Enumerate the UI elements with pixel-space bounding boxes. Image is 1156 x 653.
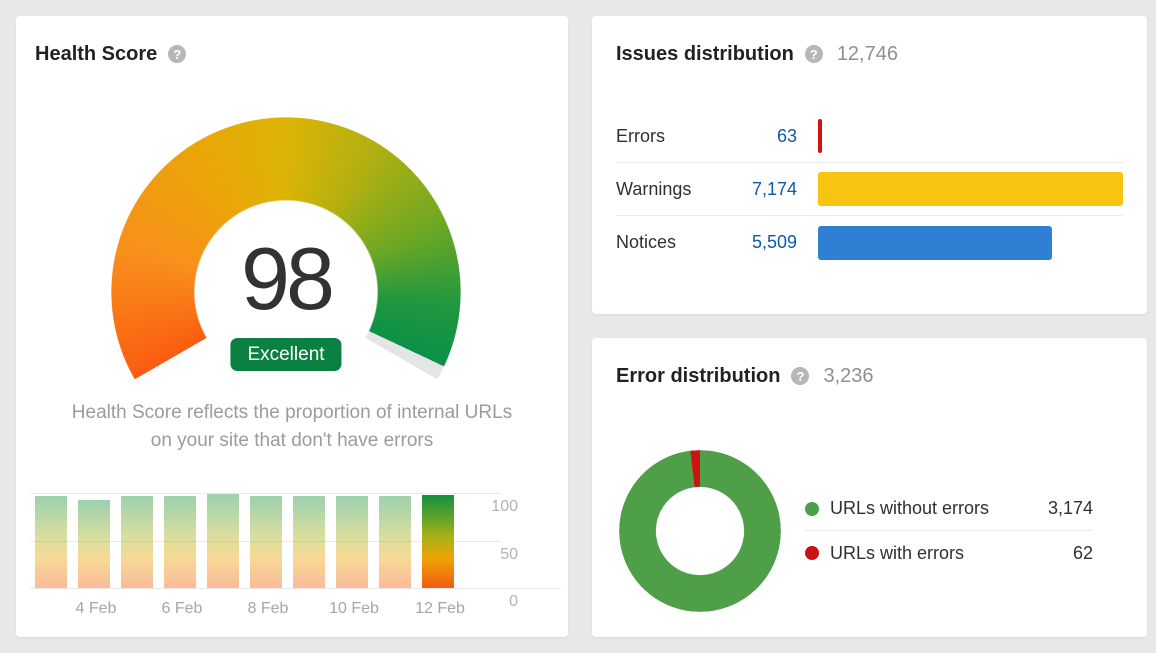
description-line: Health Score reflects the proportion of … (71, 402, 513, 423)
gauge-ring (111, 117, 461, 467)
health-score-card: Health Score ? 98 Excellent Health Score… (16, 16, 568, 637)
history-bar (35, 496, 67, 588)
history-bar-current (422, 495, 454, 588)
issues-distribution-header: Issues distribution ? 12,746 (616, 42, 898, 66)
issue-row-notices: Notices 5,509 (616, 216, 1123, 269)
issue-row-warnings: Warnings 7,174 (616, 163, 1123, 216)
history-bar (164, 496, 196, 588)
x-axis-tick-label: 12 Feb (415, 600, 465, 617)
x-axis-tick-label: 10 Feb (329, 600, 379, 617)
issue-bar-track (818, 119, 1123, 153)
history-bar (379, 496, 411, 588)
y-axis-tick-label: 50 (500, 545, 518, 563)
help-icon[interactable]: ? (791, 367, 810, 385)
warnings-bar (818, 172, 1123, 206)
issue-count-link[interactable]: 63 (776, 125, 797, 146)
issue-count-link[interactable]: 7,174 (751, 178, 797, 199)
history-bar (250, 496, 282, 588)
history-bar (78, 500, 110, 588)
issue-bar-track (818, 225, 1123, 260)
history-bar (121, 496, 153, 588)
errors-total-count: 3,236 (823, 364, 874, 387)
history-bar (293, 496, 325, 588)
error-distribution-card: Error distribution ? 3,236 URLs without … (592, 338, 1147, 637)
notices-bar (818, 225, 1052, 260)
error-legend: URLs without errors 3,174 URLs with erro… (805, 487, 1093, 575)
health-score-description: Health Score reflects the proportion of … (16, 399, 568, 455)
health-score-gauge: 98 Excellent (111, 117, 461, 467)
legend-dot-green (805, 501, 819, 516)
help-icon[interactable]: ? (804, 45, 823, 63)
issue-bar-track (818, 172, 1123, 206)
x-axis-tick-label: 6 Feb (161, 600, 203, 617)
legend-value: 62 (1072, 542, 1093, 563)
issues-table: Errors 63 Warnings 7,174 Notices 5,509 (616, 110, 1123, 269)
health-score-value: 98 (241, 229, 335, 328)
card-title: Health Score (35, 43, 158, 65)
error-distribution-header: Error distribution ? 3,236 (616, 364, 874, 388)
issue-row-errors: Errors 63 (616, 110, 1123, 163)
legend-dot-red (805, 546, 819, 560)
health-score-history-chart: 100 50 0 4 Feb 6 Feb 8 Feb 10 Feb 12 Feb (16, 474, 568, 639)
legend-row-urls-without-errors: URLs without errors 3,174 (805, 487, 1093, 531)
issue-label: Warnings (616, 178, 692, 199)
chart-gridline (30, 588, 561, 589)
card-title: Error distribution (616, 365, 781, 387)
help-icon[interactable]: ? (168, 45, 187, 63)
legend-row-urls-with-errors: URLs with errors 62 (805, 531, 1093, 575)
legend-label: URLs with errors (830, 542, 965, 563)
issues-distribution-card: Issues distribution ? 12,746 Errors 63 W… (592, 16, 1147, 314)
issue-label: Notices (616, 232, 677, 252)
issue-count-link[interactable]: 5,509 (751, 232, 797, 252)
issue-label: Errors (616, 125, 665, 146)
y-axis-tick-label: 100 (491, 498, 518, 515)
legend-value: 3,174 (1047, 498, 1093, 518)
chart-gridline (30, 540, 500, 542)
health-score-header: Health Score ? (35, 42, 187, 66)
description-line: on your site that don't have errors (150, 430, 434, 451)
errors-bar (818, 119, 822, 153)
error-donut-chart (619, 450, 781, 612)
history-bar (207, 494, 239, 588)
history-bar (336, 496, 368, 588)
chart-gridline (30, 493, 500, 494)
legend-label: URLs without errors (830, 498, 990, 518)
issues-total-count: 12,746 (836, 42, 898, 65)
health-score-rating-badge: Excellent (230, 338, 342, 371)
x-axis-tick-label: 8 Feb (247, 600, 289, 617)
card-title: Issues distribution (616, 43, 794, 65)
x-axis-tick-label: 4 Feb (75, 600, 117, 617)
y-axis-tick-label: 0 (509, 593, 518, 610)
